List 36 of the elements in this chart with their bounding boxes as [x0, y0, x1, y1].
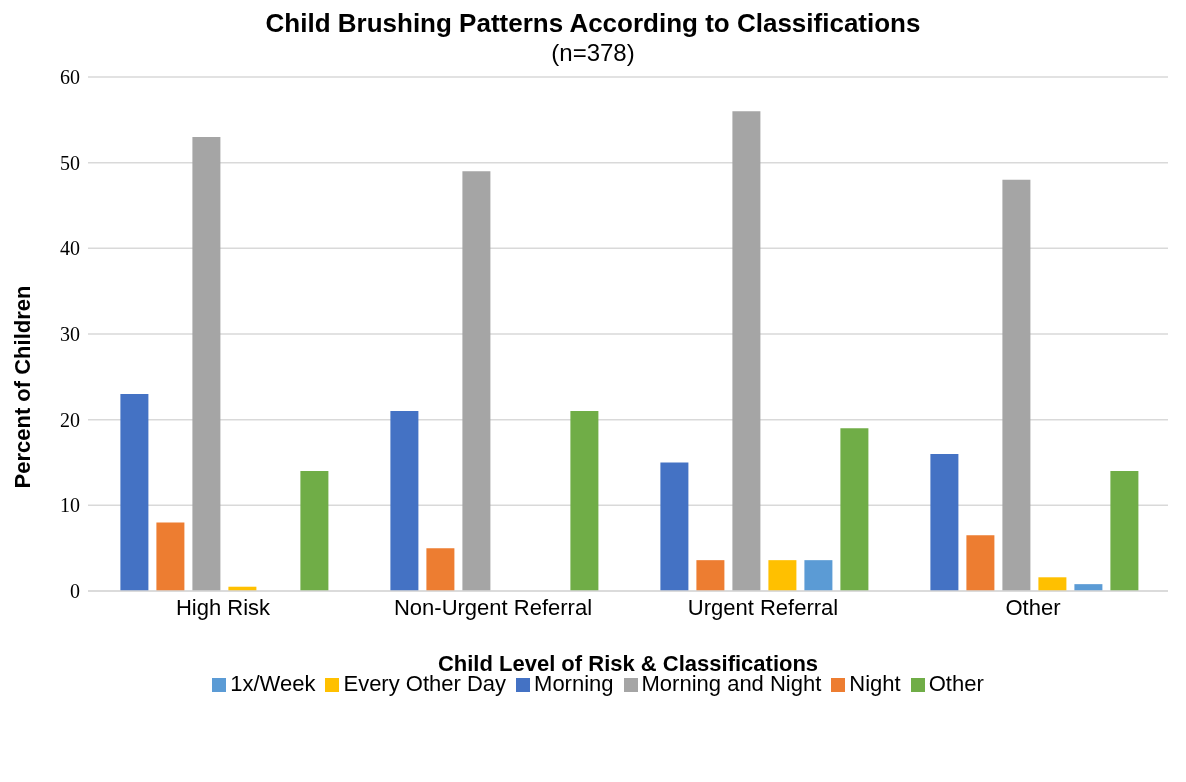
bar	[1038, 577, 1067, 591]
bar	[120, 393, 149, 591]
bar	[462, 171, 491, 591]
x-tick-label: High Risk	[175, 594, 272, 620]
x-tick-label: Non-Urgent Referral	[393, 594, 593, 620]
bar	[966, 535, 995, 591]
legend-label: 1x/Week	[230, 671, 316, 696]
bar	[390, 411, 419, 591]
bar	[156, 522, 185, 591]
y-tick-label: 10	[60, 494, 80, 517]
legend-label: Night	[849, 671, 901, 696]
bar	[696, 560, 725, 591]
bar	[300, 471, 329, 591]
bar	[1002, 179, 1031, 591]
y-axis-title: Percent of Children	[10, 285, 36, 489]
y-tick-label: 40	[60, 237, 80, 260]
bar	[768, 560, 797, 591]
bar	[570, 411, 599, 591]
bar	[426, 548, 455, 591]
y-tick-label: 60	[60, 66, 80, 89]
bar	[930, 453, 959, 591]
bar	[732, 111, 761, 591]
bar	[660, 462, 689, 591]
bar	[804, 560, 833, 591]
bar	[192, 136, 221, 591]
y-tick-label: 20	[60, 408, 80, 431]
x-tick-label: Urgent Referral	[687, 594, 839, 620]
bar	[840, 428, 869, 591]
chart-subtitle: (n=378)	[550, 39, 636, 67]
y-tick-label: 0	[70, 580, 80, 603]
legend-label: Other	[928, 671, 984, 696]
chart-title: Child Brushing Patterns According to Classifications	[264, 8, 922, 39]
bar	[1110, 471, 1139, 591]
y-tick-label: 30	[60, 323, 80, 346]
x-tick-label: Other	[1005, 594, 1061, 620]
y-tick-label: 50	[60, 151, 80, 174]
